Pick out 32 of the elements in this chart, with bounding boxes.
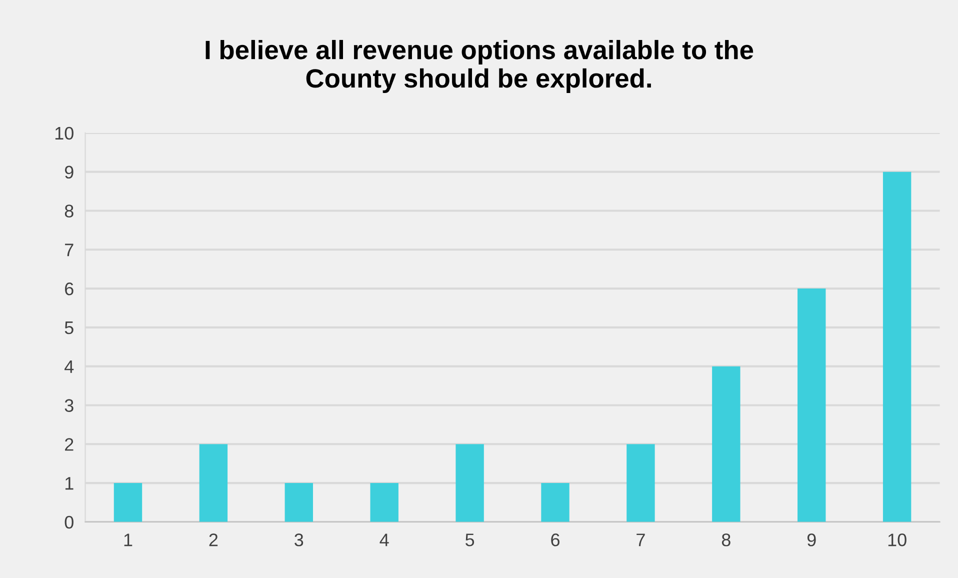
bar	[199, 444, 228, 522]
x-tick-label: 1	[124, 534, 132, 546]
y-tick-label: 5	[64, 322, 74, 334]
bar	[284, 483, 313, 522]
x-tick-label: 3	[294, 534, 304, 546]
x-tick-label: 7	[636, 534, 645, 546]
x-tick-label: 4	[380, 534, 389, 546]
x-tick-label: 10	[888, 534, 906, 546]
y-tick-label: 10	[55, 126, 74, 140]
x-tick-label: 5	[466, 534, 474, 546]
y-tick-label: 4	[64, 360, 74, 373]
bar	[882, 172, 912, 522]
y-tick-label: 2	[65, 438, 74, 451]
y-tick-label: 8	[64, 204, 74, 218]
y-tick-label: 3	[64, 399, 74, 412]
bar	[456, 444, 484, 522]
y-tick-label: 0	[64, 516, 74, 529]
bar	[370, 483, 398, 522]
chart-title: I believe all revenue options available to the County should be explored.	[206, 40, 754, 93]
bar	[712, 366, 740, 522]
x-tick-label: 2	[209, 534, 218, 546]
y-tick-label: 9	[64, 166, 74, 179]
y-tick-label: 6	[65, 282, 74, 296]
bar	[114, 483, 142, 522]
bar	[626, 444, 655, 522]
bar	[541, 483, 570, 522]
x-tick-label: 9	[807, 534, 816, 546]
x-tick-label: 6	[551, 534, 560, 546]
bar	[798, 288, 826, 522]
y-tick-label: 1	[65, 477, 74, 490]
y-tick-label: 7	[65, 244, 74, 256]
x-tick-label: 8	[722, 534, 730, 546]
